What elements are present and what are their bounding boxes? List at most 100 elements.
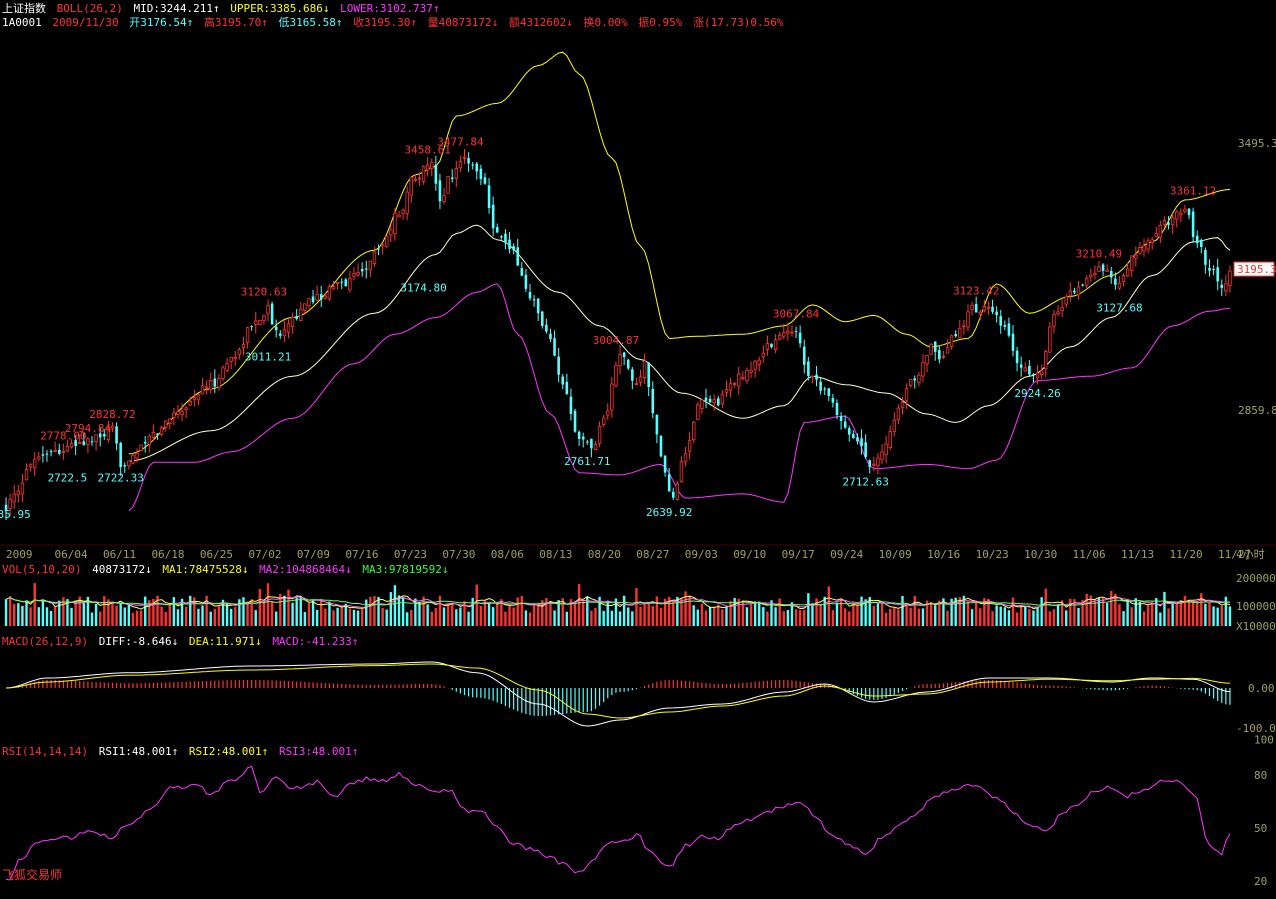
quote-date: 2009/11/30 [52, 16, 119, 29]
candle-body [409, 176, 413, 196]
candle-body [192, 397, 197, 400]
volume-bar [500, 599, 503, 626]
volume-bar [663, 598, 667, 626]
candle-body [749, 369, 753, 373]
candle-body [545, 324, 548, 332]
candle-body [1121, 275, 1126, 282]
date-axis-tick: 08/27 [636, 548, 669, 561]
volume-bar [127, 604, 131, 626]
candle-body [106, 427, 111, 440]
volume-bar [762, 607, 765, 626]
candle-body [908, 379, 913, 386]
candle-body [770, 343, 773, 348]
volume-bar [946, 610, 949, 626]
volume-bar [242, 597, 245, 626]
candle-body [978, 311, 982, 315]
date-axis-tick: 07/09 [297, 548, 330, 561]
candle-body [732, 383, 737, 385]
price-annotation: 3067.84 [773, 308, 820, 321]
volume-bar [287, 589, 290, 626]
volume-bar [58, 600, 61, 626]
candle-body [651, 388, 655, 414]
candle-body [823, 388, 827, 390]
volume-bar [1118, 604, 1121, 626]
volume-bar [524, 610, 528, 626]
volume-bar [209, 611, 212, 626]
candle-body [213, 378, 217, 387]
volume-bar [970, 609, 974, 626]
volume-bar [1150, 601, 1154, 626]
candle-body [1224, 283, 1228, 292]
volume-bar [594, 607, 597, 626]
candle-body [143, 441, 147, 444]
volume-bar [229, 608, 233, 626]
volume-bar [610, 610, 614, 626]
volume-bar [590, 610, 593, 626]
candle-body [90, 441, 94, 443]
volume-bar [139, 610, 143, 626]
candle-body [761, 352, 766, 358]
price-axis-tick: 3495.3 [1238, 137, 1276, 150]
candle-body [204, 386, 209, 389]
volume-bar [479, 605, 483, 626]
macd-label: MACD(26,12,9) [2, 635, 89, 648]
candle-body [1134, 254, 1138, 259]
volume-bar [692, 605, 695, 626]
candle-body [1146, 240, 1150, 250]
volume-bar [62, 597, 65, 626]
candle-body [941, 356, 946, 358]
candle-body [536, 298, 540, 314]
volume-bar [438, 595, 442, 626]
volume-bar [491, 607, 495, 626]
volume-bar [1007, 610, 1011, 626]
candle-body [581, 436, 585, 440]
volume-bar [1179, 600, 1183, 626]
vol-ma2-line [5, 596, 1231, 609]
candle-body [728, 383, 733, 391]
candle-body [270, 303, 274, 325]
volume-bar [291, 602, 294, 626]
volume-bar [823, 596, 826, 626]
candle-body [200, 385, 205, 395]
volume-bar [53, 606, 57, 626]
candle-body [860, 438, 863, 447]
candle-body [1170, 217, 1175, 226]
volume-bar [275, 611, 278, 626]
volume-bar [1085, 593, 1088, 626]
date-axis-tick: 09/10 [733, 548, 766, 561]
candle-body [483, 177, 487, 184]
volume-bar [950, 598, 953, 626]
volume-bar [938, 600, 941, 626]
candle-body [209, 380, 213, 391]
volume-bar [168, 604, 171, 626]
candle-body [962, 325, 966, 328]
price-annotation: 2828.72 [89, 408, 135, 421]
candle-body [241, 344, 246, 348]
volume-bar [508, 604, 511, 626]
volume-bar [856, 604, 859, 626]
candle-body [344, 279, 348, 287]
candle-body [135, 452, 139, 459]
price-annotation: 3174.80 [400, 282, 446, 295]
volume-bar [442, 607, 446, 626]
candle-body [704, 397, 708, 401]
candle-body [945, 347, 950, 354]
volume-bar [934, 605, 937, 626]
quote-change: 涨(17.73)0.56% [693, 16, 784, 29]
candle-body [900, 402, 905, 408]
price-annotation: 3004.87 [593, 334, 639, 347]
candle-body [1076, 286, 1081, 296]
volume-bar [373, 596, 376, 626]
candle-body [835, 402, 839, 415]
volume-bar [606, 601, 609, 626]
candle-body [512, 246, 515, 250]
candle-body [471, 164, 474, 166]
volume-bar [582, 600, 585, 626]
volume-bar [377, 596, 380, 626]
volume-bar [929, 602, 933, 626]
volume-bar [446, 603, 450, 626]
volume-bar [798, 610, 802, 626]
volume-bar [197, 608, 200, 626]
candle-body [397, 214, 401, 218]
